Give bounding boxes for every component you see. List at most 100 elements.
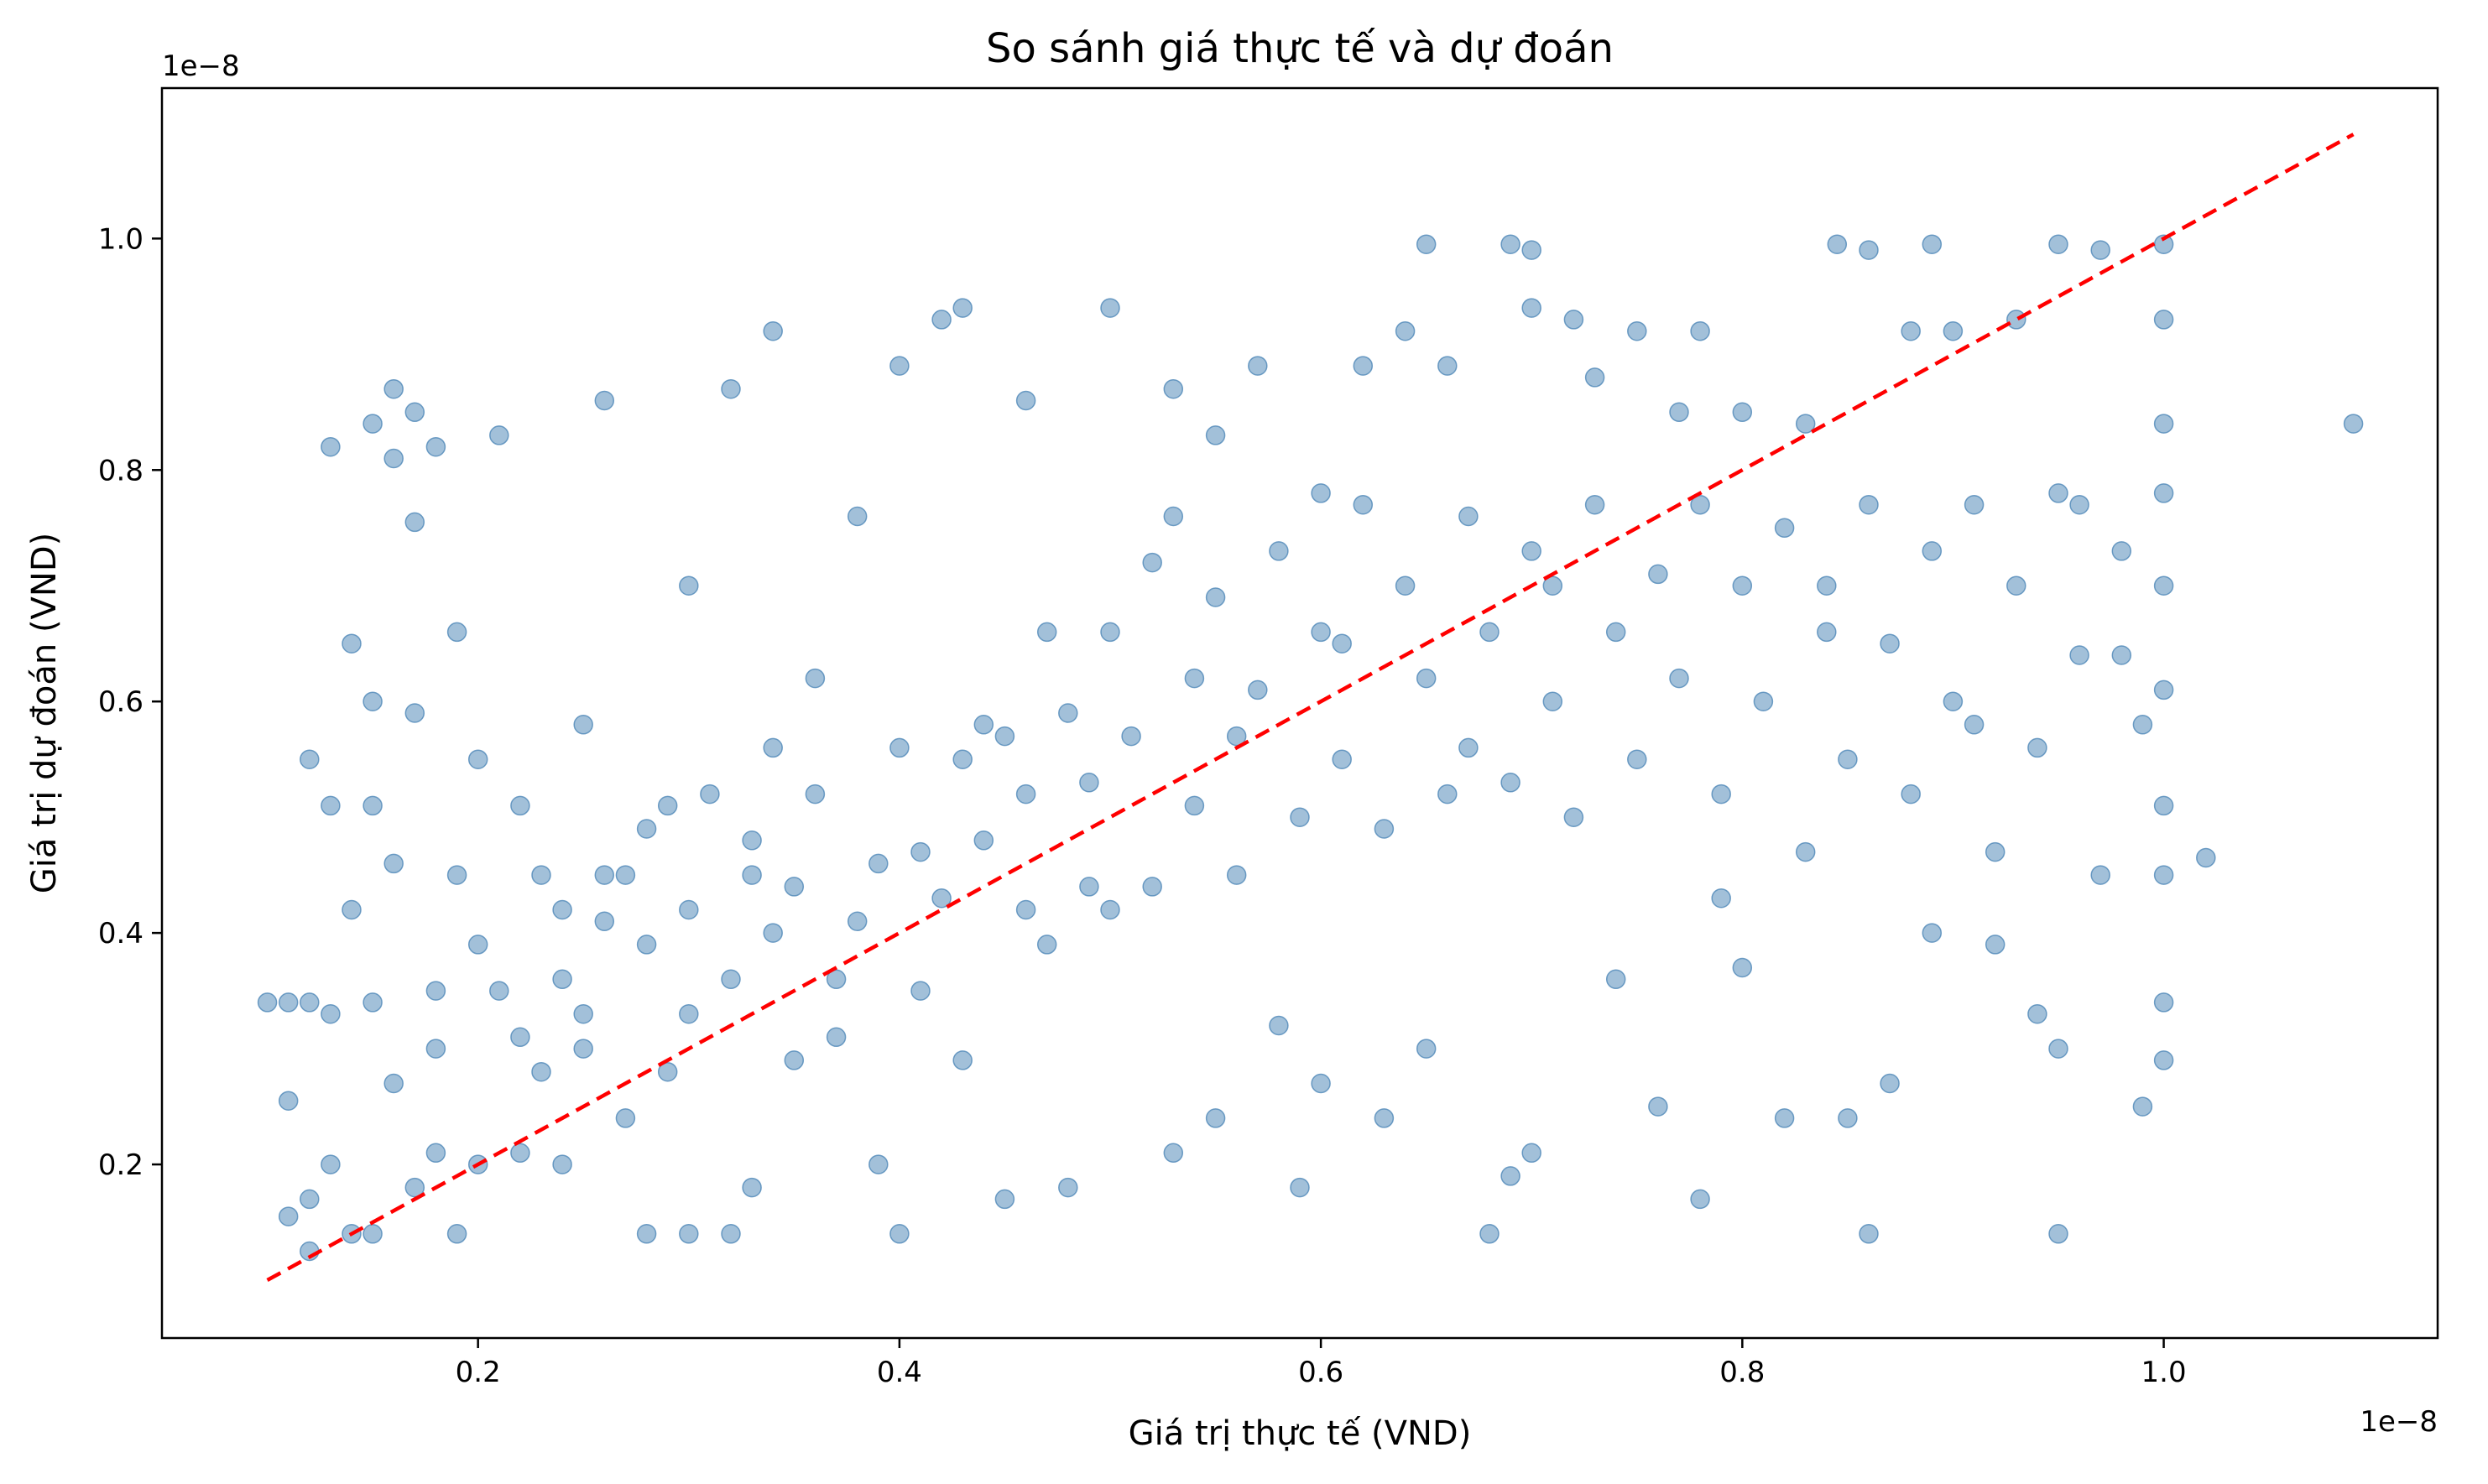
scatter-point <box>1332 749 1352 769</box>
scatter-point <box>1690 320 1710 341</box>
scatter-point <box>1458 737 1479 758</box>
scatter-point <box>1880 633 1900 653</box>
scatter-point <box>1332 633 1352 653</box>
scatter-point <box>363 414 383 434</box>
scatter-point <box>1817 575 1837 596</box>
scatter-point <box>1542 575 1563 596</box>
scatter-point <box>1311 1073 1331 1094</box>
scatter-point <box>1226 865 1247 885</box>
scatter-point <box>1205 587 1226 607</box>
y-tick-label: 0.4 <box>98 917 143 950</box>
scatter-point <box>1817 622 1837 643</box>
scatter-point <box>973 715 994 735</box>
scatter-point <box>2048 1224 2068 1244</box>
scatter-point <box>342 633 362 653</box>
scatter-point <box>404 402 425 423</box>
scatter-point <box>321 436 341 457</box>
scatter-point <box>278 992 299 1013</box>
x-offset-label: 1e−8 <box>2360 1405 2438 1439</box>
scatter-point <box>826 969 847 990</box>
scatter-point <box>1627 749 1647 769</box>
scatter-point <box>636 1224 657 1244</box>
scatter-point <box>2153 795 2174 816</box>
scatter-point <box>2153 865 2174 885</box>
plot-frame <box>160 86 2439 1340</box>
scatter-point <box>425 1039 446 1059</box>
scatter-point <box>404 512 425 533</box>
scatter-point <box>1248 680 1268 700</box>
scatter-point <box>510 795 530 816</box>
scatter-point <box>868 1154 889 1174</box>
scatter-point <box>826 1027 847 1048</box>
scatter-point <box>952 1050 973 1070</box>
scatter-point <box>2343 414 2364 434</box>
scatter-point <box>1669 668 1689 689</box>
scatter-point <box>404 703 425 723</box>
scatter-point <box>446 865 467 885</box>
scatter-point <box>1563 807 1584 827</box>
scatter-point <box>2196 847 2216 868</box>
scatter-point <box>2090 240 2110 260</box>
scatter-point <box>1079 877 1099 897</box>
scatter-point <box>467 749 488 769</box>
scatter-point <box>1374 1108 1395 1128</box>
scatter-point <box>573 1039 593 1059</box>
scatter-point <box>257 992 278 1013</box>
scatter-point <box>573 715 593 735</box>
scatter-point <box>1290 807 1310 827</box>
scatter-point <box>1184 668 1205 689</box>
scatter-point <box>1964 715 1985 735</box>
scatter-point <box>679 1224 699 1244</box>
scatter-point <box>721 378 741 399</box>
scatter-point <box>679 575 699 596</box>
scatter-point <box>594 390 615 411</box>
scatter-point <box>531 865 551 885</box>
scatter-point <box>889 1224 910 1244</box>
scatter-point <box>531 1061 551 1082</box>
scatter-point <box>446 1224 467 1244</box>
scatter-point <box>1395 320 1416 341</box>
scatter-point <box>1353 494 1374 515</box>
scatter-point <box>868 853 889 874</box>
scatter-point <box>300 749 320 769</box>
x-tick-label: 0.2 <box>456 1356 501 1389</box>
scatter-point <box>742 831 762 851</box>
scatter-point <box>763 320 783 341</box>
scatter-point <box>1290 1177 1310 1198</box>
scatter-point <box>615 1108 636 1128</box>
scatter-point <box>1058 703 1078 723</box>
y-tick-label: 0.2 <box>98 1148 143 1182</box>
scatter-point <box>1985 935 2006 955</box>
reference-line-layer <box>266 133 2355 1282</box>
scatter-point <box>1964 494 1985 515</box>
scatter-point <box>2090 865 2110 885</box>
scatter-point <box>1985 841 2006 862</box>
scatter-point <box>784 877 805 897</box>
scatter-point <box>973 831 994 851</box>
scatter-point <box>2132 1096 2153 1117</box>
scatter-point <box>300 992 320 1013</box>
scatter-point <box>1184 795 1205 816</box>
scatter-point <box>889 737 910 758</box>
y-axis-ticks: 0.2 0.4 0.6 0.8 1.0 <box>98 222 162 1182</box>
scatter-point <box>2027 737 2047 758</box>
scatter-point <box>952 298 973 318</box>
scatter-point <box>1648 564 1668 585</box>
scatter-point <box>1142 877 1162 897</box>
scatter-point <box>1121 726 1141 747</box>
scatter-point <box>1901 784 1921 804</box>
scatter-point <box>425 981 446 1001</box>
scatter-point <box>1605 622 1626 643</box>
scatter-point <box>1311 483 1331 503</box>
scatter-point <box>363 992 383 1013</box>
scatter-point <box>2069 494 2089 515</box>
scatter-point <box>321 1003 341 1024</box>
scatter-point <box>1521 1143 1541 1164</box>
scatter-point <box>1269 541 1289 561</box>
scatter-point <box>1205 1108 1226 1128</box>
scatter-point <box>1563 310 1584 330</box>
scatter-point <box>615 865 636 885</box>
x-tick-label: 1.0 <box>2141 1356 2187 1389</box>
reference-line <box>266 133 2355 1282</box>
scatter-point <box>1395 575 1416 596</box>
